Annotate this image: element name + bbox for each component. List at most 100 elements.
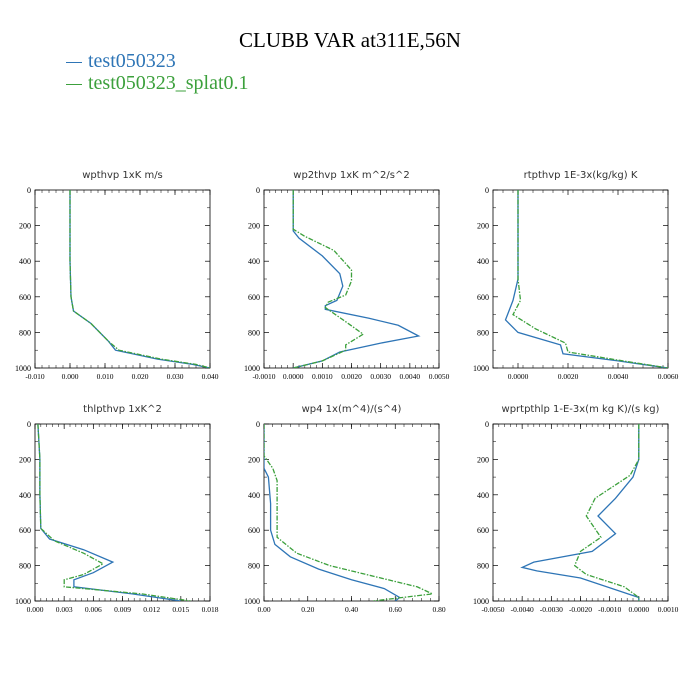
y-tick-label: 600 — [477, 293, 489, 302]
x-tick-label: -0.0030 — [540, 605, 563, 614]
chart-panel-6: wprtpthlp 1-E-3x(m kg K)/(s kg) 0 200 400 60… — [473, 404, 679, 614]
y-tick-label: 400 — [248, 257, 260, 266]
panel-title: rtpthvp 1E-3x(kg/kg) K — [524, 170, 638, 181]
x-tick-label: 0.0010 — [312, 372, 333, 381]
series-line-test050323 — [504, 190, 668, 368]
x-tick-label: -0.0020 — [569, 605, 592, 614]
y-tick-label: 0 — [485, 186, 489, 195]
y-tick-label: 1000 — [15, 364, 31, 373]
x-tick-label: 0.0060 — [658, 372, 679, 381]
y-tick-label: 1000 — [244, 597, 260, 606]
panel-title: wp2thvp 1xK m^2/s^2 — [293, 170, 409, 181]
series-line-test050323 — [37, 424, 181, 601]
x-tick-label: 0.0000 — [283, 372, 304, 381]
x-tick-label: -0.0010 — [252, 372, 275, 381]
chart-panel-1: wpthvp 1xK m/s 0 200 400 600 800 1000-0.010 0.0… — [15, 170, 219, 381]
x-tick-label: 0.003 — [56, 605, 73, 614]
y-tick-label: 800 — [477, 328, 489, 337]
y-tick-label: 0 — [256, 186, 260, 195]
y-tick-label: 400 — [477, 491, 489, 500]
chart-panel-2: wp2thvp 1xK m^2/s^2 0 200 400 600 800 1000-0.0… — [244, 170, 450, 381]
x-tick-label: 0.012 — [143, 605, 160, 614]
plot-frame — [34, 189, 211, 369]
plot-frame — [263, 423, 440, 602]
figure-title: CLUBB VAR at311E,56N — [239, 28, 461, 52]
legend-swatch-1 — [66, 61, 82, 63]
x-tick-label: -0.0050 — [481, 605, 504, 614]
y-tick-label: 800 — [477, 562, 489, 571]
y-tick-label: 800 — [248, 562, 260, 571]
legend-swatch-2 — [66, 83, 82, 85]
y-tick-label: 0 — [27, 420, 31, 429]
series-line-test050323-splat0-1 — [37, 424, 191, 601]
x-tick-label: -0.0010 — [598, 605, 621, 614]
panel-title: wpthvp 1xK m/s — [82, 170, 163, 181]
y-tick-label: 200 — [248, 222, 260, 231]
x-tick-label: 0.018 — [202, 605, 219, 614]
y-tick-label: 400 — [248, 491, 260, 500]
series-line-test050323-splat0-1 — [512, 190, 668, 368]
y-tick-label: 400 — [19, 257, 31, 266]
x-tick-label: 0.0020 — [558, 372, 579, 381]
x-tick-label: 0.0010 — [658, 605, 679, 614]
y-tick-label: 200 — [477, 455, 489, 464]
x-tick-label: -0.010 — [25, 372, 45, 381]
series-line-test050323 — [520, 424, 640, 601]
y-tick-label: 600 — [477, 526, 489, 535]
x-tick-label: 0.20 — [301, 605, 314, 614]
plot-frame — [492, 189, 669, 369]
y-tick-label: 1000 — [473, 597, 489, 606]
y-tick-label: 1000 — [15, 597, 31, 606]
y-tick-label: 200 — [477, 222, 489, 231]
y-tick-label: 800 — [248, 328, 260, 337]
x-tick-label: 0.0000 — [629, 605, 650, 614]
x-tick-label: 0.000 — [62, 372, 79, 381]
plot-frame — [492, 423, 669, 602]
legend-item-2: test050323_splat0.1 — [66, 72, 249, 94]
x-tick-label: 0.040 — [202, 372, 219, 381]
panel-title: wp4 1x(m^4)/(s^4) — [302, 404, 402, 415]
y-tick-label: 200 — [19, 222, 31, 231]
legend-label-1: test050323 — [88, 50, 176, 72]
x-tick-label: 0.020 — [132, 372, 149, 381]
y-tick-label: 0 — [27, 186, 31, 195]
x-tick-label: 0.60 — [389, 605, 402, 614]
y-tick-label: 0 — [256, 420, 260, 429]
plot-frame — [34, 423, 211, 602]
x-tick-label: 0.0040 — [400, 372, 421, 381]
y-tick-label: 800 — [19, 562, 31, 571]
series-line-test050323-splat0-1 — [573, 424, 640, 601]
x-tick-label: 0.0000 — [508, 372, 529, 381]
x-tick-label: 0.015 — [172, 605, 189, 614]
series-line-test050323 — [69, 190, 210, 368]
series-line-test050323 — [264, 424, 401, 601]
x-tick-label: 0.40 — [345, 605, 358, 614]
y-tick-label: 600 — [19, 293, 31, 302]
y-tick-label: 600 — [248, 293, 260, 302]
y-tick-label: 600 — [248, 526, 260, 535]
panel-title: thlpthvp 1xK^2 — [83, 404, 162, 415]
y-tick-label: 0 — [485, 420, 489, 429]
x-tick-label: 0.00 — [257, 605, 270, 614]
series-line-test050323-splat0-1 — [264, 424, 435, 601]
panel-title: wprtpthlp 1-E-3x(m kg K)/(s kg) — [502, 404, 660, 415]
y-tick-label: 600 — [19, 526, 31, 535]
x-tick-label: 0.006 — [85, 605, 102, 614]
y-tick-label: 1000 — [244, 364, 260, 373]
y-tick-label: 1000 — [473, 364, 489, 373]
x-tick-label: 0.030 — [167, 372, 184, 381]
legend-label-2: test050323_splat0.1 — [88, 72, 249, 94]
series-line-test050323-splat0-1 — [69, 190, 210, 368]
series-line-test050323 — [292, 190, 421, 368]
x-tick-label: -0.0040 — [511, 605, 534, 614]
series-line-test050323-splat0-1 — [292, 190, 365, 368]
x-tick-label: 0.0020 — [341, 372, 362, 381]
y-tick-label: 400 — [19, 491, 31, 500]
x-tick-label: 0.009 — [114, 605, 131, 614]
x-tick-label: 0.0030 — [370, 372, 391, 381]
x-tick-label: 0.80 — [432, 605, 445, 614]
y-tick-label: 400 — [477, 257, 489, 266]
